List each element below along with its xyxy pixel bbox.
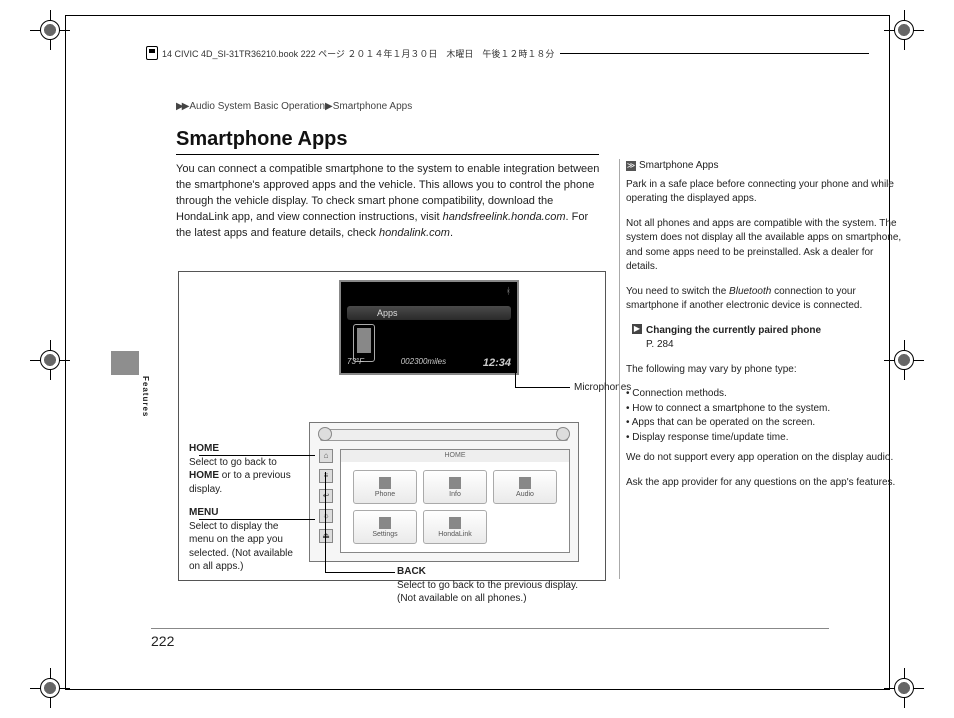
touch-title: HOME xyxy=(341,450,569,462)
section-tab-label: Features xyxy=(141,376,150,417)
column-divider xyxy=(619,159,620,579)
microphones-label: Microphones xyxy=(574,382,631,393)
section-tab xyxy=(111,351,139,375)
diagram-frame: ᚼ Apps 73°F 002300miles 12:34 Microphone… xyxy=(178,271,606,581)
title-rule xyxy=(176,154,599,155)
bluetooth-icon: ᚼ xyxy=(506,286,511,296)
info-icon: ≫ xyxy=(626,161,636,171)
upper-display: ᚼ Apps 73°F 002300miles 12:34 xyxy=(339,280,519,375)
leader-line xyxy=(325,572,395,573)
footer-rule xyxy=(151,628,829,629)
list-item: Connection methods. xyxy=(626,387,906,402)
disc-slot xyxy=(320,429,568,441)
info-p: We do not support every app operation on… xyxy=(626,451,906,466)
info-column: ≫Smartphone Apps Park in a safe place be… xyxy=(626,159,906,500)
menu-hard-button: ≡ xyxy=(319,469,333,483)
running-head-text: 14 CIVIC 4D_SI-31TR36210.book 222 ページ ２０… xyxy=(162,47,554,60)
back-hard-button: ↩ xyxy=(319,489,333,503)
list-item: Apps that can be operated on the screen. xyxy=(626,416,906,431)
knob-left xyxy=(318,427,332,441)
registration-mark xyxy=(30,340,70,380)
info-p: Ask the app provider for any questions o… xyxy=(626,476,906,491)
info-list: Connection methods. How to connect a sma… xyxy=(626,387,906,445)
clock: 12:34 xyxy=(483,357,511,369)
app-tile: Audio xyxy=(493,470,557,504)
page-number: 222 xyxy=(151,633,174,649)
info-p: The following may vary by phone type: xyxy=(626,363,906,378)
app-tile: Phone xyxy=(353,470,417,504)
app-tile: Info xyxy=(423,470,487,504)
registration-mark xyxy=(30,668,70,708)
intro-paragraph: You can connect a compatible smartphone … xyxy=(176,162,606,242)
knob-right xyxy=(556,427,570,441)
book-icon xyxy=(146,46,158,60)
registration-mark xyxy=(884,10,924,50)
touch-screen: HOME Phone Info Audio Settings HondaLink xyxy=(340,449,570,553)
leader-line xyxy=(325,472,326,572)
registration-mark xyxy=(30,10,70,50)
callout-home: HOME Select to go back to HOME or to a p… xyxy=(189,442,301,496)
head-unit: ⌂ ≡ ↩ ☼ ⏏ HOME Phone Info Audio Settings… xyxy=(309,422,579,562)
info-p: You need to switch the Bluetooth connect… xyxy=(626,285,906,314)
registration-mark xyxy=(884,668,924,708)
breadcrumb: ▶▶Audio System Basic Operation▶Smartphon… xyxy=(176,101,412,112)
upper-display-title: Apps xyxy=(347,306,511,320)
temp-readout: 73°F xyxy=(347,357,364,369)
breadcrumb-b: Smartphone Apps xyxy=(333,101,413,112)
list-item: Display response time/update time. xyxy=(626,431,906,446)
app-tile: Settings xyxy=(353,510,417,544)
app-tile: HondaLink xyxy=(423,510,487,544)
leader-line xyxy=(515,387,570,388)
page-title: Smartphone Apps xyxy=(176,128,348,151)
info-p: Park in a safe place before connecting y… xyxy=(626,178,906,207)
info-heading: Smartphone Apps xyxy=(639,159,719,174)
page-frame: 14 CIVIC 4D_SI-31TR36210.book 222 ページ ２０… xyxy=(65,15,890,690)
callout-back: BACK Select to go back to the previous d… xyxy=(397,565,597,606)
info-p: Not all phones and apps are compatible w… xyxy=(626,217,906,275)
home-hard-button: ⌂ xyxy=(319,449,333,463)
link-icon: ▶ xyxy=(632,324,642,334)
hard-button: ☼ xyxy=(319,509,333,523)
hard-button-column: ⌂ ≡ ↩ ☼ ⏏ xyxy=(316,449,336,555)
cross-ref: ▶ Changing the currently paired phoneP. … xyxy=(632,324,906,353)
odometer: 002300miles xyxy=(401,357,446,369)
breadcrumb-a: Audio System Basic Operation xyxy=(189,101,325,112)
list-item: How to connect a smartphone to the syste… xyxy=(626,402,906,417)
hard-button: ⏏ xyxy=(319,529,333,543)
running-head: 14 CIVIC 4D_SI-31TR36210.book 222 ページ ２０… xyxy=(146,46,869,60)
callout-menu: MENU Select to display the menu on the a… xyxy=(189,506,301,574)
